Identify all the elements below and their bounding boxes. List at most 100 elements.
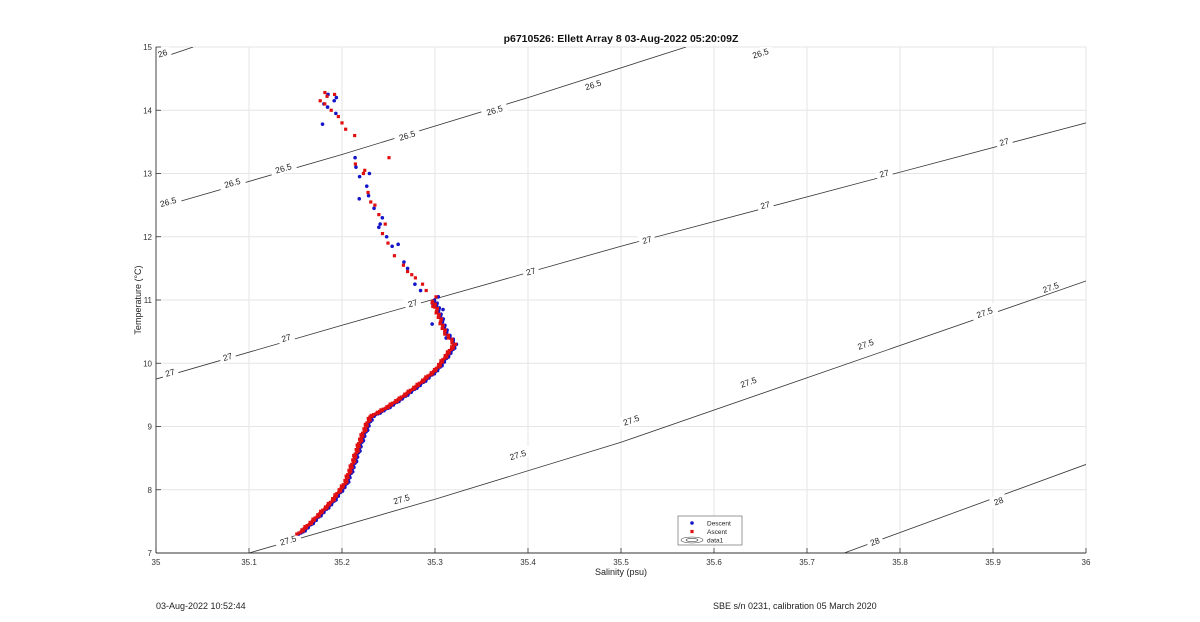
contour-line [156,47,687,209]
ascent-point [379,408,383,412]
contour-label-group: 26.5 [392,126,421,145]
ascent-point [375,410,379,414]
contour-label-bg [403,295,422,311]
contour-label-group: 27 [403,295,422,311]
ascent-point [453,342,458,346]
descent-point [441,307,445,312]
ascent-point [436,365,440,369]
ascent-point [363,422,367,426]
contour-label-group: 27 [276,329,296,345]
ascent-point [318,509,323,513]
ascent-point [445,352,449,356]
y-tick-label: 15 [143,43,152,52]
ascent-point [325,94,329,98]
ascent-point [450,345,454,349]
contour-label-bg [273,531,302,549]
contour-label-group: 27 [994,134,1014,149]
descent-point [354,165,358,169]
contour-label-group: 27 [637,232,657,247]
ascent-point [390,401,395,405]
descent-point [378,222,383,226]
contour-label-bg [578,75,608,94]
ascent-point [333,493,337,497]
contour-label-group: 26.5 [480,100,509,119]
x-axis-label: Salinity (psu) [595,567,647,577]
ascent-point [358,437,362,441]
descent-point [367,171,372,176]
legend-label: Descent [707,521,731,528]
footer-calibration: SBE s/n 0231, calibration 05 March 2020 [713,601,877,611]
ascent-point [329,108,333,112]
ascent-point [446,333,450,338]
x-tick-label: 35.3 [427,558,443,567]
ascent-point [428,373,432,377]
ascent-point [361,171,366,176]
descent-point [413,282,417,286]
contour-label-bg [851,334,880,354]
contour-label-group: 27.5 [851,334,880,354]
ascent-point [305,523,309,528]
ascent-point [369,413,373,418]
x-tick-label: 35.7 [799,558,815,567]
contour-label-bg [269,159,298,177]
contour-label-group: 27 [160,364,180,380]
ascent-point [364,428,368,432]
ascent-point [323,90,327,95]
contour-label: 27 [641,234,653,246]
contour-label: 27 [525,265,537,277]
contour-label: 26.5 [274,161,293,175]
ascent-point [325,504,330,508]
contour-label-group: 27.5 [387,489,416,508]
ascent-point [429,371,433,375]
y-tick-label: 11 [144,296,153,305]
ascent-point [331,497,335,501]
contour-label: 27 [998,136,1010,148]
contour-label: 28 [869,535,882,548]
contour-label-bg [637,232,657,247]
ascent-point [369,200,373,204]
contour-label: 26.5 [584,78,603,93]
descent-point [377,225,381,230]
contour-label-bg [156,192,182,211]
ascent-point [406,269,410,274]
ascent-point [332,92,337,97]
ascent-point [340,121,344,125]
contour-label-bg [392,126,421,145]
ascent-point [402,394,406,398]
ascent-point [313,516,317,520]
contour-label-group: 26.5 [746,47,775,63]
contour-label-bg [218,173,247,192]
legend-label: Ascent [707,529,727,536]
ascent-point [424,288,428,293]
ascent-point [447,349,451,353]
ascent-point [354,455,358,459]
contour-label: 27.5 [975,305,994,320]
ascent-point [362,427,366,431]
contour-label: 27.5 [622,413,641,428]
ascent-point [373,203,377,207]
ascent-point [303,525,307,529]
ascent-point [310,519,314,523]
x-tick-label: 35.9 [985,558,1001,567]
ascent-point [415,382,419,386]
contour-label-bg [1036,277,1065,297]
y-tick-label: 8 [148,486,153,495]
descent-point [405,266,410,271]
contour-label-bg [755,197,775,212]
ascent-point [396,398,400,402]
ascent-point [349,470,353,474]
x-tick-label: 35.1 [241,558,257,567]
ascent-point [339,484,344,488]
series-ascent [295,90,458,536]
ascent-point [318,99,322,103]
contour-label: 27.5 [279,533,298,547]
ascent-point [434,366,438,370]
ascent-point [434,295,438,299]
contour-label: 27 [759,199,771,211]
descent-point [418,288,423,293]
ascent-point [323,505,328,509]
contour-label: 27.5 [508,448,527,462]
ascent-point [357,444,361,449]
ascent-point [438,361,443,365]
